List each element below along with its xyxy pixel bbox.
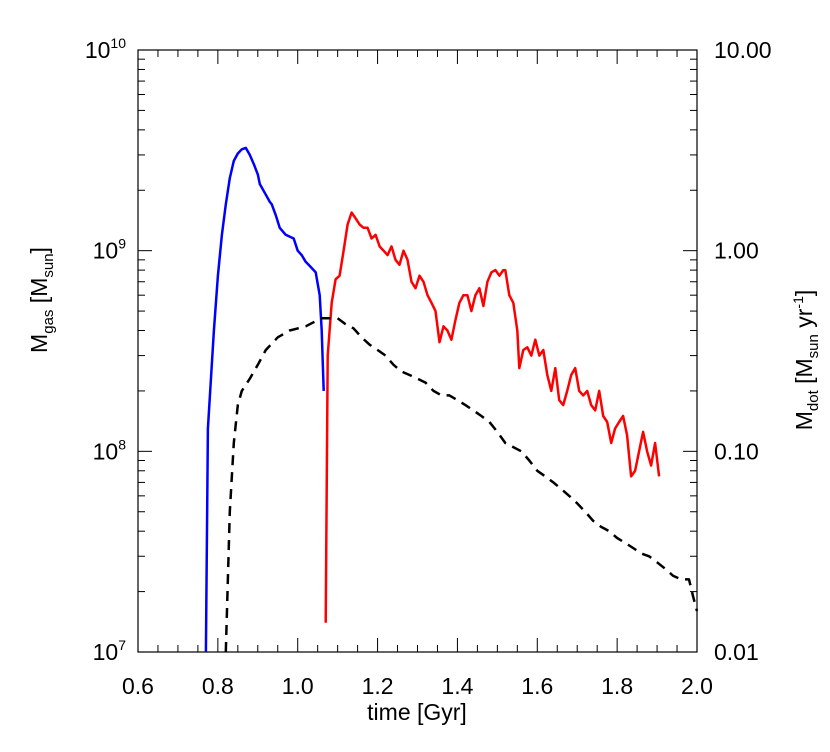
y-left-tick-label: 1010	[85, 35, 126, 63]
x-tick-label: 1.6	[521, 673, 553, 699]
y-right-tick-label: 0.01	[714, 639, 759, 665]
y-right-tick-label: 0.10	[714, 438, 759, 464]
x-tick-label: 1.2	[362, 673, 394, 699]
x-tick-label: 1.0	[282, 673, 314, 699]
x-tick-label: 0.6	[122, 673, 154, 699]
series-line-1	[324, 211, 661, 623]
plot-frame	[137, 49, 698, 653]
series-line-0	[204, 146, 325, 653]
y-left-tick-label: 108	[93, 436, 127, 464]
x-tick-label: 1.4	[441, 673, 473, 699]
tick-labels: 0.6 0.8 1.0 1.2 1.4 1.6 1.8 2.0 107 108 109 1010 0.0…	[85, 35, 772, 699]
y-right-tick-label: 1.00	[714, 238, 759, 264]
left-axis-title: Mgas [Msun]	[26, 247, 57, 353]
x-tick-label: 0.8	[202, 673, 234, 699]
series-layer	[204, 146, 699, 653]
right-axis-title: Mdot [Msun yr-1]	[790, 290, 822, 431]
x-tick-label: 2.0	[681, 673, 713, 699]
y-left-tick-label: 109	[93, 236, 127, 264]
axis-ticks	[137, 49, 698, 653]
y-right-tick-label: 10.00	[714, 37, 772, 63]
y-left-tick-label: 107	[93, 637, 127, 665]
x-tick-label: 1.8	[601, 673, 633, 699]
x-axis-title: time [Gyr]	[367, 699, 467, 725]
series-line-2	[224, 317, 699, 653]
